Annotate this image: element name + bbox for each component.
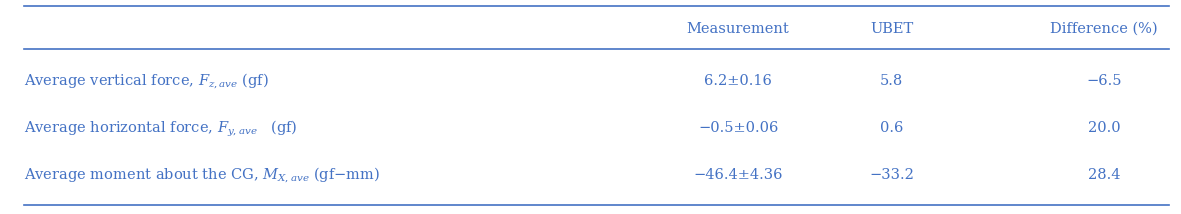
Text: Average horizontal force, $F_{y,ave}$   (gf): Average horizontal force, $F_{y,ave}$ (g…	[24, 118, 298, 138]
Text: Difference (%): Difference (%)	[1050, 22, 1159, 36]
Text: 0.6: 0.6	[880, 121, 903, 135]
Text: 20.0: 20.0	[1088, 121, 1121, 135]
Text: Average vertical force, $F_{z,ave}$ (gf): Average vertical force, $F_{z,ave}$ (gf)	[24, 71, 268, 91]
Text: 6.2±0.16: 6.2±0.16	[704, 74, 772, 88]
Text: 28.4: 28.4	[1088, 168, 1121, 183]
Text: −33.2: −33.2	[869, 168, 914, 183]
Text: 5.8: 5.8	[880, 74, 903, 88]
Text: Average moment about the CG, $M_{X,ave}$ (gf−mm): Average moment about the CG, $M_{X,ave}$…	[24, 166, 380, 185]
Text: UBET: UBET	[870, 22, 913, 36]
Text: Measurement: Measurement	[686, 22, 790, 36]
Text: −0.5±0.06: −0.5±0.06	[698, 121, 778, 135]
Text: −46.4±4.36: −46.4±4.36	[693, 168, 783, 183]
Text: −6.5: −6.5	[1087, 74, 1122, 88]
